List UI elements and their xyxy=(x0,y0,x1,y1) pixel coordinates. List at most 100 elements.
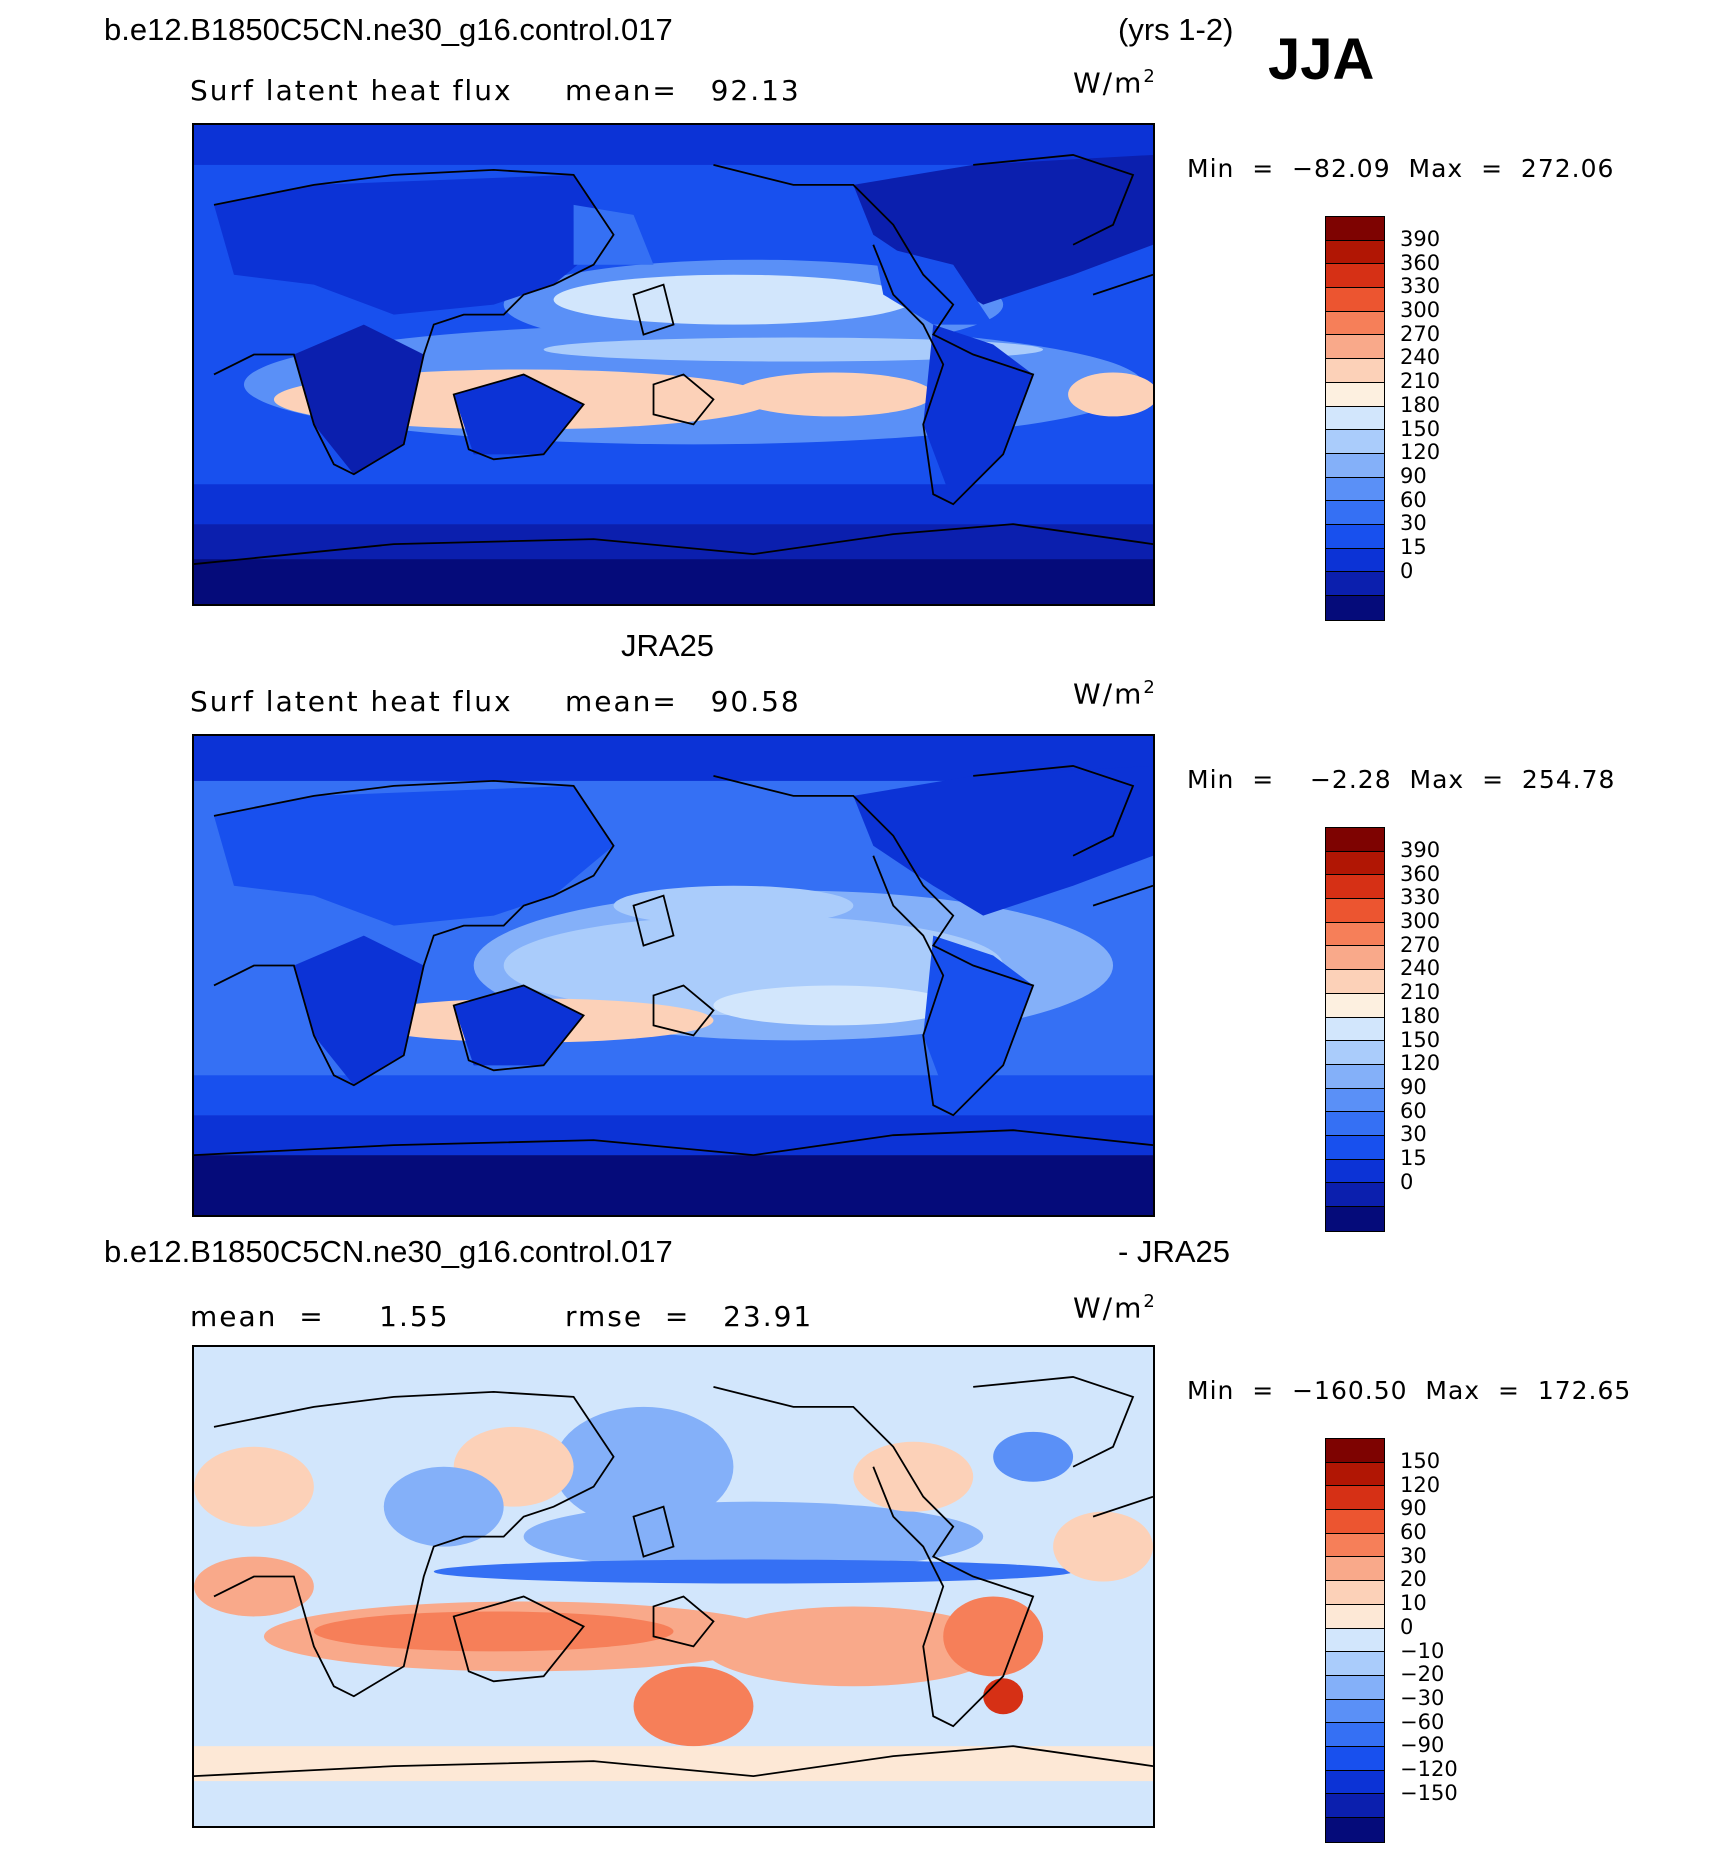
colorbar-bin xyxy=(1326,1159,1384,1184)
colorbar-bin xyxy=(1326,1088,1384,1113)
colorbar-tick-label: −150 xyxy=(1400,1780,1458,1805)
colorbar-bin xyxy=(1326,1017,1384,1042)
unit-label-2: W/m2 xyxy=(1073,677,1157,711)
colorbar-3-ticks: 150 120 90 60 30 20 10 0 −10 −20 −30 −60 −90 −120 −150 xyxy=(1400,1449,1458,1805)
colorbar-bin xyxy=(1326,1699,1384,1724)
colorbar-bin xyxy=(1326,1112,1384,1136)
colorbar-bin xyxy=(1326,1183,1384,1207)
colorbar-bin xyxy=(1326,1770,1384,1795)
colorbar-tick-label: 0 xyxy=(1400,1614,1414,1639)
colorbar-tick-label: 120 xyxy=(1400,440,1441,465)
colorbar-tick-label: 60 xyxy=(1400,1098,1427,1123)
colorbar-3 xyxy=(1325,1438,1385,1843)
unit-label-1: W/m2 xyxy=(1073,66,1157,100)
colorbar-tick-label: 360 xyxy=(1400,250,1441,275)
colorbar-tick-label: 330 xyxy=(1400,885,1441,910)
colorbar-bin xyxy=(1326,240,1384,265)
colorbar-2-ticks: 390 360 330 300 270 240 210 180 150 120 90 60 30 15 0 xyxy=(1400,838,1441,1194)
colorbar-tick-label: 0 xyxy=(1400,558,1414,583)
colorbar-bin xyxy=(1326,1746,1384,1771)
difference-flux-map xyxy=(194,1347,1153,1826)
colorbar-bin xyxy=(1326,335,1384,360)
colorbar-tick-label: 60 xyxy=(1400,487,1427,512)
colorbar-tick-label: 180 xyxy=(1400,1003,1441,1028)
difference-suffix: - JRA25 xyxy=(1118,1234,1230,1269)
colorbar-bin xyxy=(1326,1041,1384,1065)
colorbar-bin xyxy=(1326,264,1384,289)
model-flux-map xyxy=(194,125,1153,604)
colorbar-bin xyxy=(1326,1439,1384,1463)
colorbar-bin xyxy=(1326,875,1384,900)
colorbar-bin xyxy=(1326,524,1384,549)
colorbar-bin xyxy=(1326,1794,1384,1818)
colorbar-tick-label: −120 xyxy=(1400,1756,1458,1781)
colorbar-bin xyxy=(1326,217,1384,241)
colorbar-tick-label: 30 xyxy=(1400,1543,1427,1568)
colorbar-tick-label: 150 xyxy=(1400,416,1441,441)
colorbar-bin xyxy=(1326,548,1384,573)
colorbar-bin xyxy=(1326,453,1384,478)
colorbar-tick-label: 10 xyxy=(1400,1591,1427,1616)
colorbar-tick-label: −30 xyxy=(1400,1685,1445,1710)
minmax-label-3: Min = −160.50 Max = 172.65 xyxy=(1187,1376,1632,1405)
colorbar-tick-label: 300 xyxy=(1400,909,1441,934)
colorbar-bin xyxy=(1326,406,1384,431)
colorbar-bin xyxy=(1326,1207,1384,1231)
colorbar-tick-label: 390 xyxy=(1400,838,1441,862)
colorbar-bin xyxy=(1326,899,1384,923)
colorbar-tick-label: 60 xyxy=(1400,1520,1427,1545)
season-label: JJA xyxy=(1268,27,1375,92)
colorbar-tick-label: 300 xyxy=(1400,298,1441,323)
colorbar-tick-label: 0 xyxy=(1400,1169,1414,1194)
colorbar-tick-label: 390 xyxy=(1400,227,1441,251)
colorbar-tick-label: −60 xyxy=(1400,1709,1445,1734)
colorbar-bin xyxy=(1326,828,1384,852)
colorbar-tick-label: 240 xyxy=(1400,345,1441,370)
colorbar-bin xyxy=(1326,382,1384,407)
colorbar-tick-label: 270 xyxy=(1400,321,1441,346)
colorbar-bin xyxy=(1326,1064,1384,1089)
colorbar-bin xyxy=(1326,1486,1384,1511)
rmse-label-3: rmse = 23.91 xyxy=(565,1300,814,1333)
colorbar-2 xyxy=(1325,827,1385,1232)
colorbar-bin xyxy=(1326,1462,1384,1487)
colorbar-bin xyxy=(1326,430,1384,454)
map-panel-model xyxy=(192,123,1155,606)
colorbar-bin xyxy=(1326,288,1384,312)
colorbar-tick-label: −90 xyxy=(1400,1733,1445,1758)
colorbar-bin xyxy=(1326,922,1384,947)
colorbar-tick-label: 210 xyxy=(1400,369,1441,394)
colorbar-tick-label: −20 xyxy=(1400,1662,1445,1687)
colorbar-tick-label: 180 xyxy=(1400,392,1441,417)
colorbar-bin xyxy=(1326,851,1384,876)
colorbar-bin xyxy=(1326,970,1384,994)
case-title-2: JRA25 xyxy=(621,628,715,663)
mean-label-3: mean = 1.55 xyxy=(190,1300,450,1333)
colorbar-tick-label: 15 xyxy=(1400,534,1427,559)
colorbar-bin xyxy=(1326,946,1384,971)
colorbar-bin xyxy=(1326,501,1384,525)
colorbar-1-ticks: 390 360 330 300 270 240 210 180 150 120 90 60 30 15 0 xyxy=(1400,227,1441,583)
colorbar-tick-label: 90 xyxy=(1400,1074,1427,1099)
unit-label-3: W/m2 xyxy=(1073,1291,1157,1325)
minmax-label-1: Min = −82.09 Max = 272.06 xyxy=(1187,154,1615,183)
colorbar-1 xyxy=(1325,216,1385,621)
colorbar-bin xyxy=(1326,993,1384,1018)
mean-label-1: mean= 92.13 xyxy=(565,74,801,107)
map-panel-difference xyxy=(192,1345,1155,1828)
colorbar-bin xyxy=(1326,1723,1384,1747)
colorbar-tick-label: 210 xyxy=(1400,980,1441,1005)
colorbar-tick-label: 90 xyxy=(1400,463,1427,488)
colorbar-bin xyxy=(1326,1557,1384,1582)
colorbar-tick-label: 240 xyxy=(1400,956,1441,981)
colorbar-tick-label: 270 xyxy=(1400,932,1441,957)
years-label: (yrs 1-2) xyxy=(1118,12,1234,47)
colorbar-bin xyxy=(1326,1604,1384,1629)
colorbar-bin xyxy=(1326,1135,1384,1160)
colorbar-tick-label: 330 xyxy=(1400,274,1441,299)
variable-label-1: Surf latent heat flux xyxy=(190,74,513,107)
colorbar-bin xyxy=(1326,477,1384,502)
colorbar-tick-label: 150 xyxy=(1400,1027,1441,1052)
colorbar-bin xyxy=(1326,1818,1384,1842)
colorbar-bin xyxy=(1326,596,1384,620)
